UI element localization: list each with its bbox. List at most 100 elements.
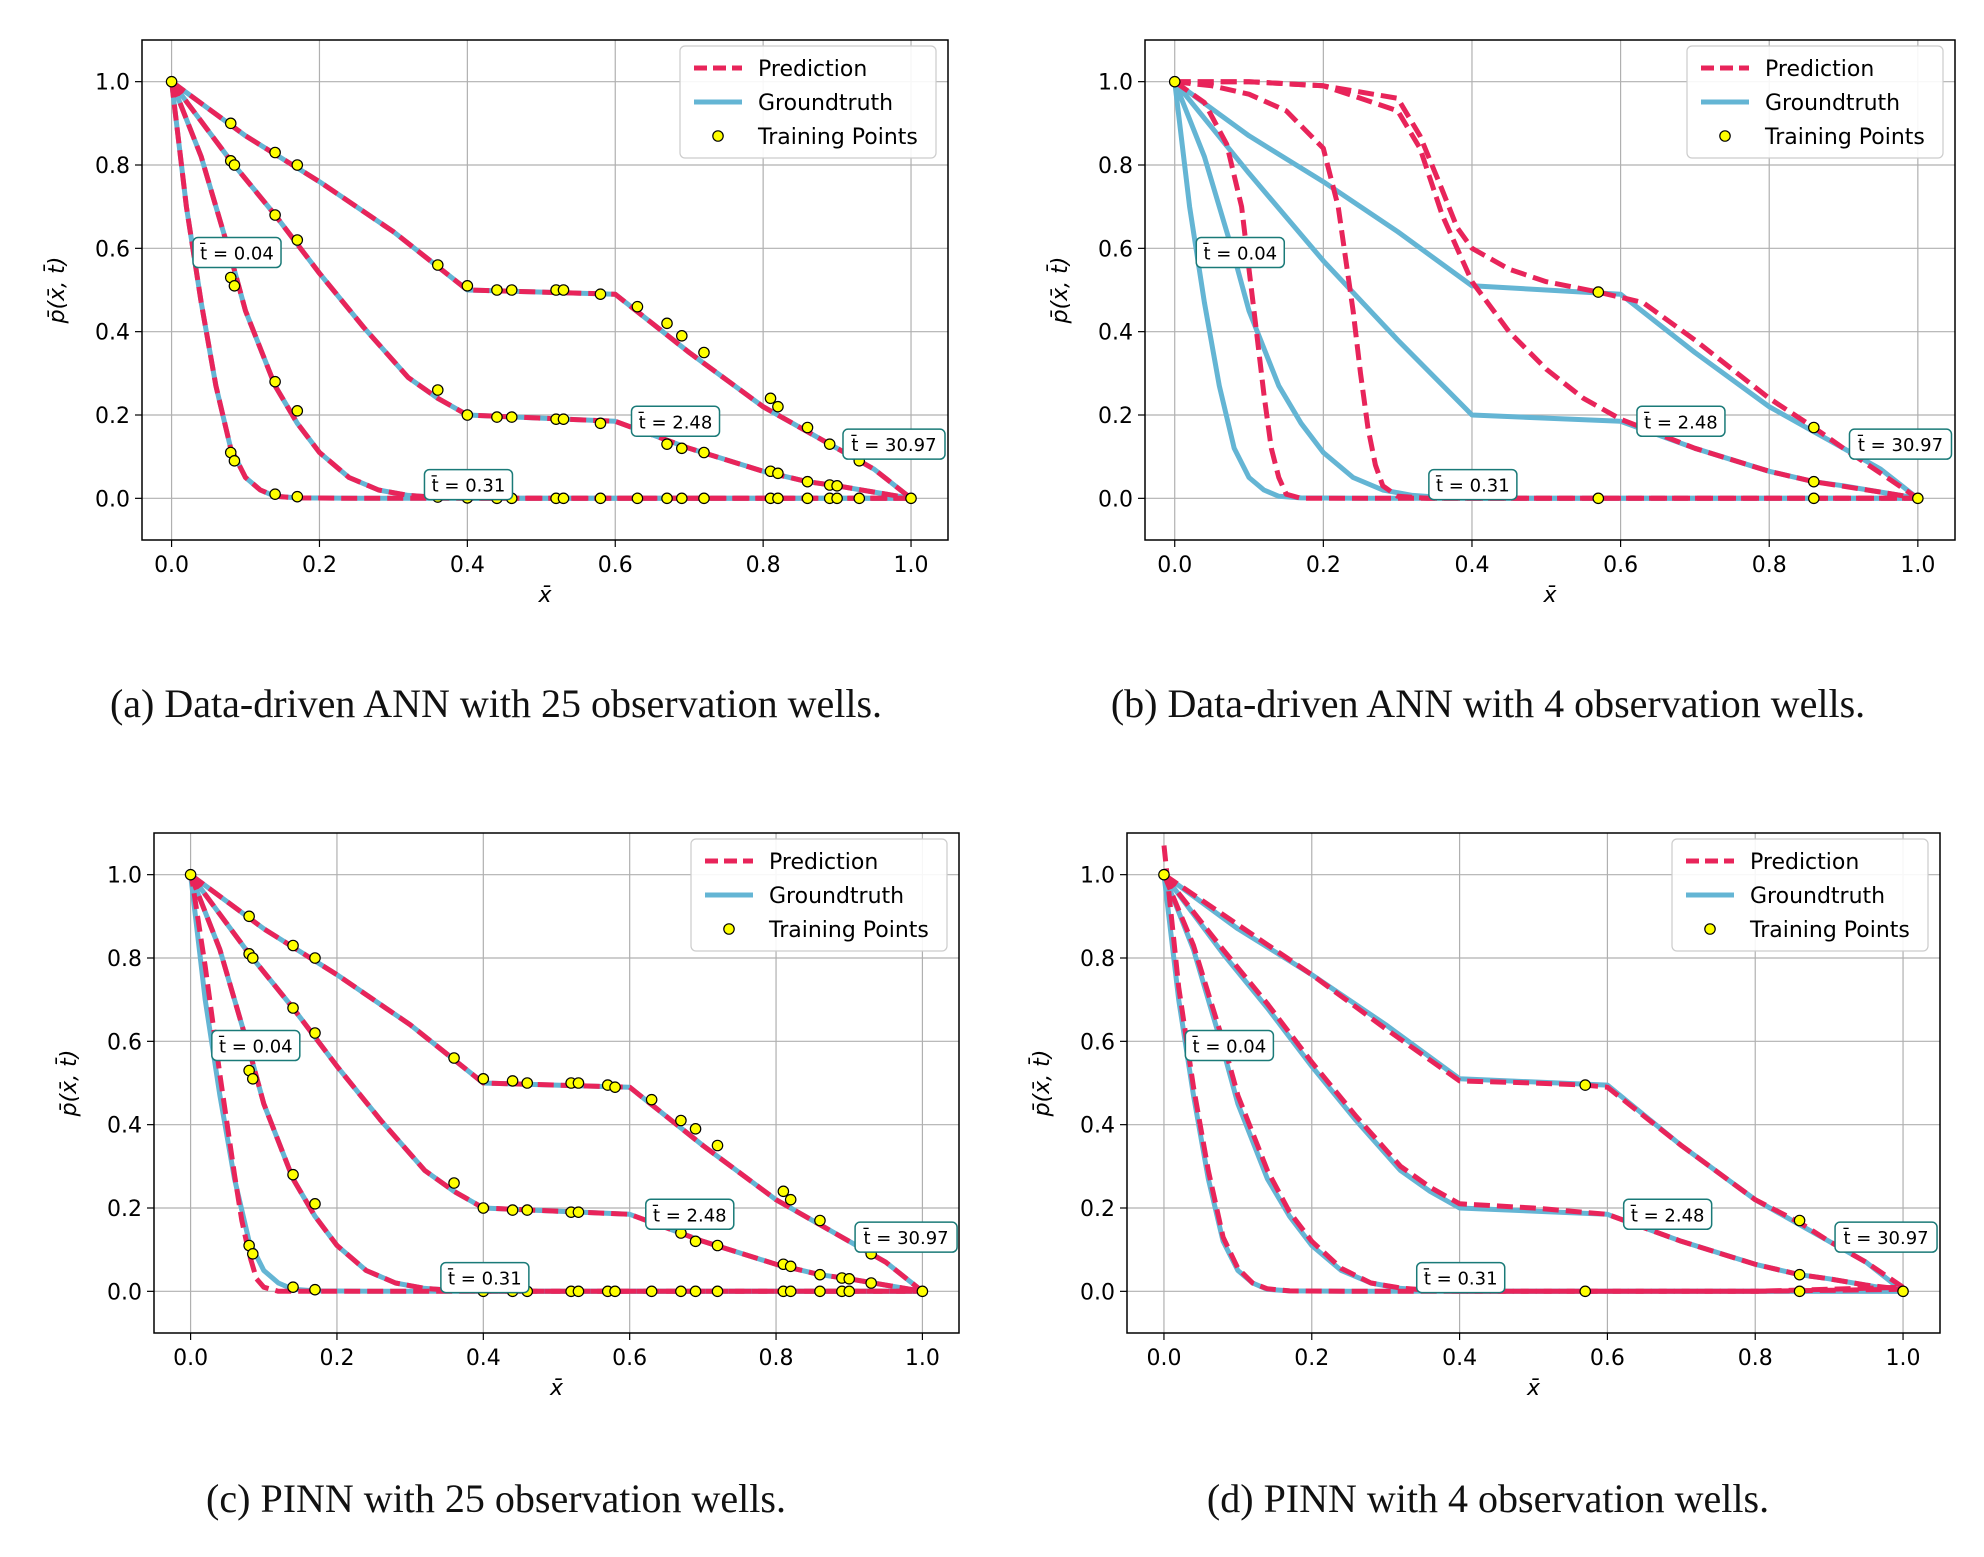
training-point <box>711 1285 724 1298</box>
training-point <box>711 1139 724 1152</box>
axes-frame <box>1126 832 1941 1334</box>
x-tick-label: 0.0 <box>173 1346 208 1371</box>
legend-label: Groundtruth <box>1765 91 1900 116</box>
y-tick-label: 0.0 <box>95 487 130 512</box>
y-tick-label: 0.0 <box>107 1280 142 1305</box>
time-annotation-label: t̄ = 0.31 <box>431 474 506 496</box>
training-point <box>521 1077 534 1089</box>
training-point <box>814 1214 826 1227</box>
prediction-line <box>1162 873 1904 1292</box>
training-point <box>505 411 518 423</box>
training-point <box>1793 1285 1806 1298</box>
x-tick-label: 0.0 <box>1157 553 1192 578</box>
training-point <box>764 392 777 405</box>
training-point <box>572 1285 585 1298</box>
legend-box <box>1686 45 1944 159</box>
prediction-line <box>169 81 911 501</box>
training-point <box>831 480 843 492</box>
legend-label: Training Points <box>768 918 929 943</box>
training-point <box>557 492 570 505</box>
y-tick-label: 0.2 <box>95 404 130 429</box>
time-annotation-box <box>1415 1261 1506 1294</box>
training-point <box>506 1204 519 1216</box>
training-point <box>291 234 304 246</box>
time-annotation-label: t̄ = 0.31 <box>1423 1267 1498 1289</box>
caption-d: (d) PINN with 4 observation wells. <box>1206 1476 1770 1521</box>
training-point <box>1158 868 1170 881</box>
x-tick-label: 0.6 <box>1603 553 1638 578</box>
prediction-line <box>1174 79 1919 501</box>
prediction-line <box>1174 79 1920 501</box>
training-point <box>477 1073 490 1085</box>
training-point <box>309 1198 321 1210</box>
y-tick-label: 1.0 <box>95 71 130 96</box>
legend-label: Prediction <box>1750 850 1859 875</box>
legend-label: Prediction <box>1765 57 1874 82</box>
x-axis-label: x̄ <box>1542 583 1557 608</box>
training-point <box>269 146 281 159</box>
y-tick-label: 0.8 <box>107 947 142 972</box>
chart-panel-d: 0.0 0.2 0.4 0.6 0.8 1.0 0.0 0.2 0.4 0.6 0.8 1.0 x̄ p̄… <box>1029 832 1941 1401</box>
training-point <box>814 1268 826 1281</box>
y-tick-label: 1.0 <box>1098 71 1133 96</box>
x-tick-label: 0.4 <box>1442 1346 1477 1371</box>
training-point <box>287 939 299 952</box>
x-axis-label: x̄ <box>549 1376 564 1401</box>
chart-panel-b: 0.0 0.2 0.4 0.6 0.8 1.0 0.0 0.2 0.4 0.6 0.8 1.0 x̄ p̄… <box>1047 39 1956 608</box>
training-point <box>1808 475 1820 488</box>
time-annotation-label: t̄ = 30.97 <box>862 1227 948 1249</box>
y-tick-label: 1.0 <box>107 864 142 889</box>
prediction-line <box>169 80 911 501</box>
training-point <box>291 490 304 503</box>
training-point <box>165 75 178 88</box>
training-point <box>711 1239 724 1252</box>
training-point <box>865 1277 877 1289</box>
x-tick-label: 1.0 <box>1900 553 1935 578</box>
training-point <box>1592 492 1605 505</box>
training-point <box>287 1168 299 1181</box>
training-point <box>843 1273 856 1285</box>
time-annotation-label: t̄ = 30.97 <box>1842 1227 1928 1249</box>
training-point <box>1168 75 1181 88</box>
training-point <box>431 259 444 271</box>
training-point <box>916 1285 929 1298</box>
y-tick-label: 0.2 <box>1098 404 1133 429</box>
time-annotation-label: t̄ = 0.31 <box>447 1267 522 1289</box>
training-point <box>184 868 197 881</box>
training-point <box>448 1052 460 1064</box>
training-point <box>784 1285 797 1298</box>
x-tick-label: 0.8 <box>746 553 781 578</box>
training-point <box>269 209 281 221</box>
legend: Prediction Groundtruth Training Points <box>690 838 948 952</box>
training-point <box>309 1027 321 1039</box>
y-tick-label: 0.4 <box>1098 321 1133 346</box>
training-point <box>224 117 237 130</box>
training-point <box>228 455 241 467</box>
time-annotation-box <box>423 468 514 501</box>
training-point <box>491 284 503 296</box>
time-annotation-label: t̄ = 2.48 <box>638 411 713 433</box>
training-point <box>594 417 607 430</box>
training-point <box>572 1077 585 1089</box>
training-point <box>772 467 784 480</box>
time-annotation-box <box>1848 428 1953 460</box>
plot-area <box>184 868 929 1298</box>
training-point <box>228 280 241 292</box>
y-tick-label: 0.4 <box>1080 1114 1115 1139</box>
x-axis-label: x̄ <box>1526 1376 1541 1401</box>
training-point <box>491 411 503 423</box>
caption-b: (b) Data-driven ANN with 4 observation w… <box>1110 681 1866 726</box>
x-tick-label: 0.6 <box>1590 1346 1625 1371</box>
training-point <box>661 492 673 505</box>
legend-training-swatch <box>723 923 735 935</box>
time-annotation-box <box>854 1221 958 1253</box>
training-point <box>1897 1285 1909 1298</box>
legend-label: Prediction <box>758 57 867 82</box>
caption-a: (a) Data-driven ANN with 25 observation … <box>109 681 883 726</box>
training-point <box>689 1285 702 1298</box>
training-point <box>631 300 644 313</box>
training-point <box>1793 1268 1806 1281</box>
time-annotation-box <box>842 428 946 460</box>
training-point <box>814 1285 826 1298</box>
